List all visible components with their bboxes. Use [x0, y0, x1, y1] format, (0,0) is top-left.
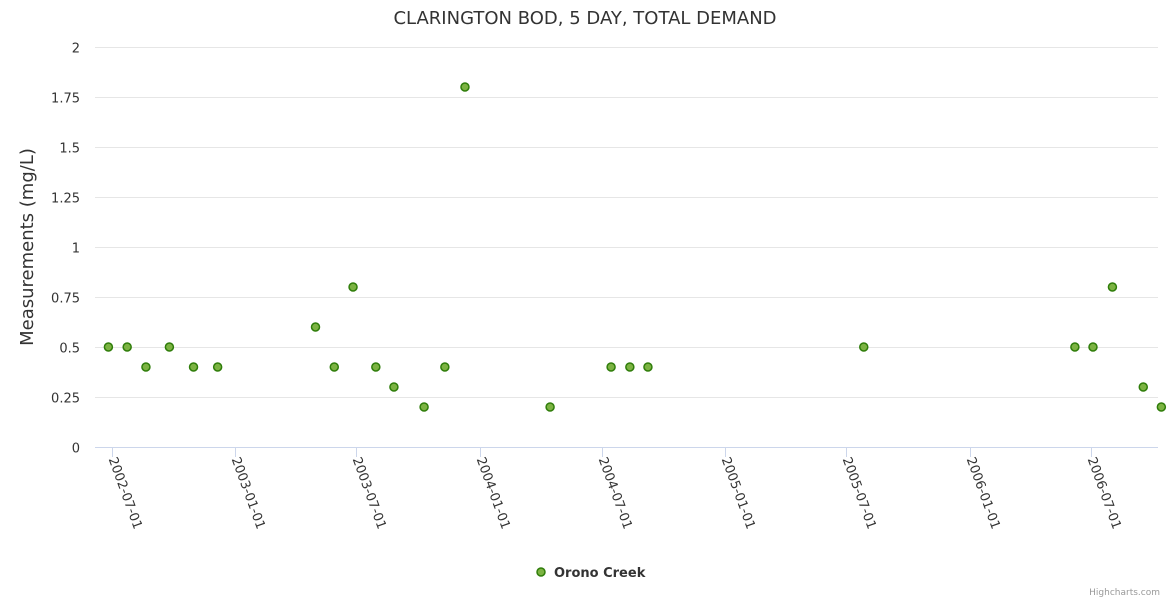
data-point[interactable]	[141, 362, 151, 372]
data-point[interactable]	[164, 342, 175, 352]
data-point[interactable]	[1156, 402, 1167, 412]
data-point[interactable]	[419, 402, 429, 412]
data-points	[103, 82, 1167, 412]
data-point[interactable]	[1138, 382, 1149, 392]
data-point[interactable]	[859, 342, 869, 352]
data-point[interactable]	[1070, 342, 1080, 352]
y-tick-label: 0.25	[51, 392, 80, 407]
legend-marker	[536, 567, 546, 577]
data-point[interactable]	[460, 82, 470, 92]
y-tick-label: 0.75	[51, 292, 80, 307]
data-point[interactable]	[188, 362, 199, 372]
data-point[interactable]	[643, 362, 653, 372]
y-axis-ticks: 0 0.25 0.5 0.75 1 1.25 1.5 1.75 2	[51, 42, 80, 457]
credits-link[interactable]: Highcharts.com	[1089, 588, 1160, 598]
data-point[interactable]	[545, 402, 555, 412]
data-point[interactable]	[329, 362, 340, 372]
data-point[interactable]	[1088, 342, 1098, 352]
chart-title: CLARINGTON BOD, 5 DAY, TOTAL DEMAND	[393, 8, 776, 29]
data-point[interactable]	[348, 282, 358, 292]
data-point[interactable]	[625, 362, 635, 372]
data-point[interactable]	[606, 362, 616, 372]
y-tick-label: 0.5	[59, 342, 80, 357]
data-point[interactable]	[122, 342, 132, 352]
legend-label[interactable]: Orono Creek	[554, 566, 646, 581]
data-point[interactable]	[103, 342, 114, 352]
y-tick-label: 2	[72, 42, 80, 57]
data-point[interactable]	[212, 362, 223, 372]
y-axis-label: Measurements (mg/L)	[17, 148, 38, 346]
legend[interactable]: Orono Creek	[536, 566, 646, 581]
data-point[interactable]	[371, 362, 381, 372]
data-point[interactable]	[440, 362, 450, 372]
y-tick-label: 1	[72, 242, 80, 257]
data-point[interactable]	[310, 322, 321, 332]
data-point[interactable]	[389, 382, 399, 392]
grid-lines	[95, 47, 1158, 398]
y-tick-label: 0	[72, 442, 80, 457]
data-point[interactable]	[1107, 282, 1118, 292]
y-tick-label: 1.25	[51, 192, 80, 207]
y-tick-label: 1.75	[51, 92, 80, 107]
y-tick-label: 1.5	[59, 142, 80, 157]
